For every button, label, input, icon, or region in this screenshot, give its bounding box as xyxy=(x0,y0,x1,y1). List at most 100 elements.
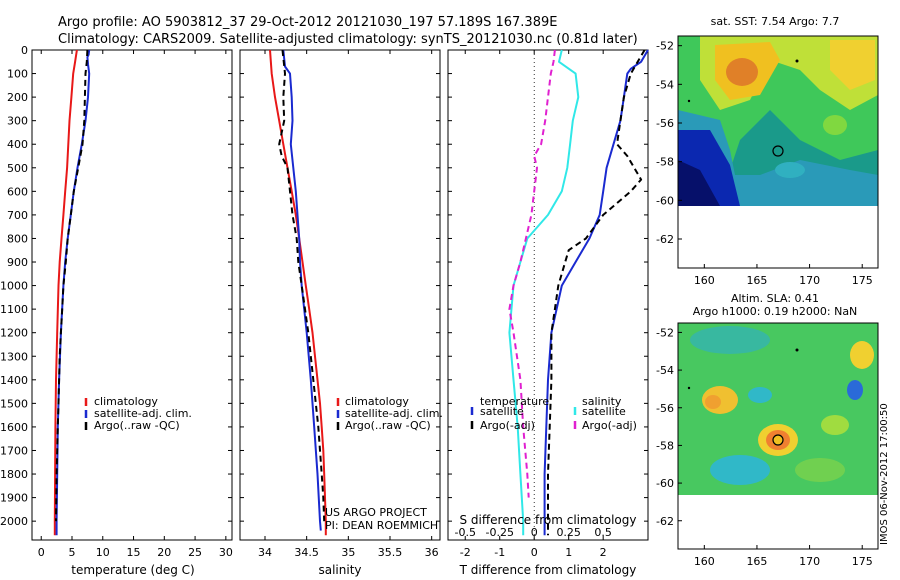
temperature-xlabel: temperature (deg C) xyxy=(71,563,194,577)
map-lat-label: -60 xyxy=(656,194,674,207)
map-lon-label: 165 xyxy=(746,274,767,287)
legend-label-argo: Argo(..raw -QC) xyxy=(345,419,431,432)
sla-missing-area xyxy=(678,495,878,549)
series-line xyxy=(53,49,78,536)
legend-label-climatology: climatology xyxy=(345,395,409,408)
legend-label-s-satellite: satellite xyxy=(582,405,626,418)
map-axes: 160 165 170 175 -52 -54 -56 -58 -60 -62 160 165 170 1… xyxy=(656,40,873,568)
temperature-legend: climatology satellite-adj. clim. Argo(..… xyxy=(84,395,192,432)
argo-location-marker xyxy=(772,145,784,157)
map-lat-label: -60 xyxy=(656,477,674,490)
map-lat-label: -62 xyxy=(656,515,674,528)
depth-tick-label: 400 xyxy=(7,138,28,151)
x-tick-label: 34.5 xyxy=(294,546,319,559)
legend-title-salinity: salinity xyxy=(582,395,622,408)
map-lon-label: 160 xyxy=(694,555,715,568)
legend-label-climatology: climatology xyxy=(94,395,158,408)
depth-tick-label: 1400 xyxy=(0,374,28,387)
depth-tick-label: 800 xyxy=(7,232,28,245)
x-tick-label: 20 xyxy=(157,546,171,559)
map-lon-label: 160 xyxy=(694,274,715,287)
salinity-panel xyxy=(239,49,441,541)
legend-label-satellite: satellite-adj. clim. xyxy=(94,407,192,420)
difference-panel xyxy=(447,49,649,541)
map-lat-label: -52 xyxy=(656,40,674,53)
argo-location-marker xyxy=(772,434,784,446)
depth-tick-label: 300 xyxy=(7,115,28,128)
x-tick-label: 2 xyxy=(600,546,607,559)
map-lon-label: 170 xyxy=(799,274,820,287)
island-marker xyxy=(687,99,691,103)
depth-tick-label: 900 xyxy=(7,256,28,269)
sst-map xyxy=(677,35,879,269)
x-tick-label: 1 xyxy=(565,546,572,559)
x-tick-label: 0 xyxy=(38,546,45,559)
depth-tick-label: 1100 xyxy=(0,303,28,316)
s-diff-tick-label: -0.25 xyxy=(485,526,513,539)
x-tick-label: 0 xyxy=(531,546,538,559)
map-lon-label: 175 xyxy=(852,274,873,287)
x-tick-label: 36 xyxy=(425,546,439,559)
sst-warm-patch xyxy=(726,58,758,86)
sla-field xyxy=(678,323,878,495)
map-lat-label: -58 xyxy=(656,439,674,452)
depth-tick-label: 1700 xyxy=(0,444,28,457)
chart-layer: 0100200300400500600700800900100011001200… xyxy=(0,44,649,559)
s-diff-tick-label: 0.5 xyxy=(594,526,612,539)
x-tick-label: -2 xyxy=(460,546,471,559)
series-line xyxy=(282,49,322,531)
legend-label-satellite: satellite-adj. clim. xyxy=(345,407,443,420)
s-diff-tick-label: -0.5 xyxy=(455,526,476,539)
sst-missing-area xyxy=(678,206,878,268)
depth-tick-label: 500 xyxy=(7,162,28,175)
map-lon-label: 165 xyxy=(746,555,767,568)
legend-label-t-argo: Argo(-adj) xyxy=(480,419,535,432)
legend-title-temperature: temperature xyxy=(480,395,549,408)
map-lat-label: -54 xyxy=(656,78,674,91)
depth-tick-label: 600 xyxy=(7,185,28,198)
pi-credit: PI: DEAN ROEMMICH xyxy=(325,519,438,532)
depth-tick-label: 1300 xyxy=(0,350,28,363)
series-line xyxy=(278,49,326,522)
depth-tick-label: 200 xyxy=(7,91,28,104)
difference-legend: temperature satellite Argo(-adj) salinit… xyxy=(470,395,637,432)
x-tick-label: 5 xyxy=(69,546,76,559)
t-difference-xlabel: T difference from climatology xyxy=(459,563,637,577)
sla-map-frame xyxy=(677,322,879,550)
salinity-legend: climatology satellite-adj. clim. Argo(..… xyxy=(336,395,443,432)
x-tick-label: 25 xyxy=(188,546,202,559)
island-marker xyxy=(687,386,691,390)
island-marker xyxy=(795,348,799,352)
legend-label-s-argo: Argo(-adj) xyxy=(582,419,637,432)
series-line xyxy=(547,49,646,536)
depth-tick-label: 100 xyxy=(7,68,28,81)
x-tick-label: -1 xyxy=(494,546,505,559)
sst-map-title: sat. SST: 7.54 Argo: 7.7 xyxy=(711,15,840,28)
map-lat-label: -58 xyxy=(656,156,674,169)
sst-map-frame xyxy=(677,35,879,269)
map-lat-label: -54 xyxy=(656,364,674,377)
x-tick-label: 15 xyxy=(127,546,141,559)
depth-tick-label: 1200 xyxy=(0,327,28,340)
map-lat-label: -52 xyxy=(656,326,674,339)
sla-map-title-line2: Argo h1000: 0.19 h2000: NaN xyxy=(693,305,858,318)
island-marker xyxy=(795,59,799,63)
sla-map xyxy=(677,322,879,550)
depth-tick-label: 2000 xyxy=(0,515,28,528)
series-line xyxy=(55,49,89,522)
project-credit: US ARGO PROJECT xyxy=(325,506,427,519)
map-lon-label: 170 xyxy=(799,555,820,568)
x-tick-label: 30 xyxy=(219,546,233,559)
depth-tick-label: 0 xyxy=(21,44,28,57)
x-tick-label: 10 xyxy=(96,546,110,559)
map-lat-label: -62 xyxy=(656,233,674,246)
temperature-panel xyxy=(31,49,233,541)
series-line xyxy=(508,49,580,536)
depth-tick-label: 1000 xyxy=(0,280,28,293)
series-line xyxy=(543,49,649,536)
s-diff-tick-label: 0 xyxy=(531,526,538,539)
depth-tick-label: 1500 xyxy=(0,397,28,410)
legend-label-t-satellite: satellite xyxy=(480,405,524,418)
sst-field xyxy=(678,36,878,206)
